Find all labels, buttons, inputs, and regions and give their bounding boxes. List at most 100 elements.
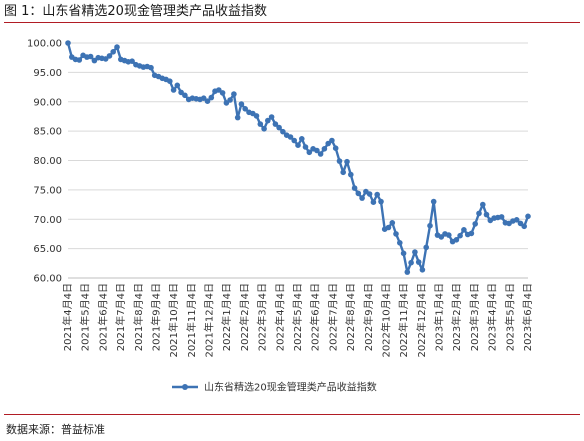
x-tick-label: 2022年1月4日 — [220, 283, 233, 351]
y-tick-label: 65.00 — [33, 244, 62, 255]
y-tick-label: 80.00 — [33, 156, 62, 167]
data-point — [344, 158, 350, 165]
x-tick-label: 2021年9月4日 — [149, 283, 162, 351]
data-point — [325, 140, 332, 147]
data-point — [306, 149, 313, 156]
data-point — [393, 231, 399, 237]
x-tick-label: 2021年6月4日 — [96, 283, 109, 351]
x-tick-label: 2022年2月4日 — [238, 283, 251, 351]
data-point — [385, 224, 392, 231]
x-tick-label: 2022年10月4日 — [379, 283, 392, 358]
x-tick-label: 2021年7月4日 — [114, 283, 127, 351]
x-tick-label: 2022年6月4日 — [309, 283, 322, 351]
data-point — [389, 220, 396, 226]
data-point — [182, 92, 188, 99]
y-tick-label: 75.00 — [33, 185, 62, 196]
data-point — [336, 158, 343, 164]
y-tick-label: 70.00 — [33, 215, 62, 226]
data-point — [114, 44, 120, 50]
data-point — [404, 269, 411, 275]
data-point — [366, 191, 373, 197]
x-tick-label: 2021年5月4日 — [79, 283, 92, 351]
data-point — [257, 121, 264, 127]
data-point — [351, 185, 358, 191]
y-tick-label: 100.00 — [27, 39, 62, 50]
data-point — [276, 124, 282, 131]
x-tick-label: 2021年11月4日 — [185, 283, 198, 358]
x-tick-label: 2022年9月4日 — [362, 283, 375, 351]
x-tick-label: 2021年8月4日 — [132, 283, 145, 351]
data-point — [461, 227, 467, 233]
x-tick-label: 2022年8月4日 — [344, 283, 357, 351]
data-point — [453, 237, 460, 243]
data-point — [287, 134, 294, 140]
data-point — [87, 53, 94, 60]
x-tick-label: 2023年6月4日 — [521, 283, 534, 351]
legend-swatch-marker — [182, 384, 188, 390]
y-tick-label: 60.00 — [33, 274, 62, 285]
data-point — [208, 94, 215, 101]
data-point — [438, 234, 445, 240]
data-point — [476, 210, 482, 217]
data-point — [408, 259, 414, 266]
x-tick-label: 2021年10月4日 — [167, 283, 180, 358]
data-point — [397, 240, 403, 246]
data-point — [419, 267, 426, 273]
data-point — [110, 49, 116, 55]
data-point — [525, 213, 531, 220]
y-tick-label: 85.00 — [33, 127, 62, 138]
data-point — [295, 142, 301, 148]
data-point — [430, 198, 437, 205]
data-point — [227, 97, 233, 103]
data-point — [483, 211, 490, 218]
data-point — [427, 222, 433, 229]
data-point — [261, 126, 267, 132]
x-tick-label: 2022年4月4日 — [273, 283, 286, 351]
data-point — [340, 169, 347, 176]
x-tick-label: 2022年7月4日 — [326, 283, 339, 351]
data-point — [314, 147, 320, 154]
x-tick-label: 2022年11月4日 — [397, 283, 410, 358]
data-point — [234, 114, 241, 121]
x-tick-label: 2022年12月4日 — [415, 283, 428, 358]
x-tick-label: 2021年4月4日 — [61, 283, 74, 351]
data-point — [178, 89, 184, 96]
data-point — [378, 198, 384, 205]
data-point — [106, 53, 113, 59]
data-point — [457, 232, 463, 239]
legend-label: 山东省精选20现金管理类产品收益指数 — [204, 381, 377, 394]
data-point — [472, 221, 479, 227]
data-point — [370, 199, 377, 205]
data-point — [268, 114, 275, 120]
data-point — [129, 58, 135, 64]
x-tick-label: 2023年5月4日 — [503, 283, 516, 351]
data-point — [400, 250, 407, 257]
data-point — [219, 90, 226, 96]
data-point — [498, 214, 505, 220]
data-point — [423, 244, 430, 251]
data-point — [272, 121, 279, 127]
data-point — [321, 146, 328, 152]
data-point — [253, 113, 260, 119]
data-point — [374, 191, 381, 198]
data-point — [332, 145, 339, 151]
data-point — [200, 95, 207, 101]
x-tick-label: 2022年5月4日 — [291, 283, 304, 351]
data-point — [302, 144, 309, 150]
data-point — [167, 78, 173, 84]
data-point — [231, 91, 237, 97]
y-tick-label: 90.00 — [33, 97, 62, 108]
data-point — [291, 137, 298, 144]
data-point — [265, 117, 271, 124]
y-tick-label: 95.00 — [33, 68, 62, 79]
x-tick-label: 2022年3月4日 — [256, 283, 269, 351]
x-tick-label: 2023年1月4日 — [433, 283, 446, 351]
data-point — [174, 82, 181, 89]
data-point — [513, 217, 520, 223]
data-point — [412, 249, 418, 255]
data-point — [329, 137, 335, 144]
data-point — [204, 98, 211, 104]
data-point — [148, 64, 154, 71]
data-point — [238, 101, 245, 107]
data-point — [355, 190, 362, 197]
